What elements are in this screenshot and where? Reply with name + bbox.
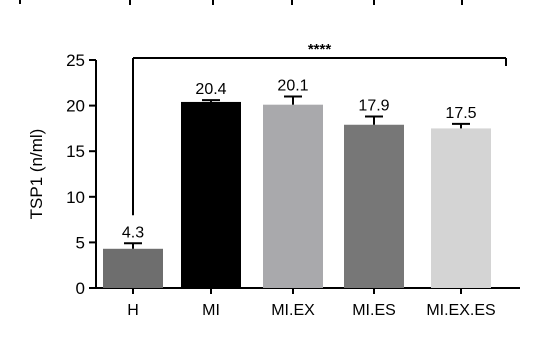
bar-h <box>103 248 163 288</box>
y-tick-label: 0 <box>76 279 85 298</box>
x-tick-label: MI <box>202 302 220 319</box>
significance-bracket: **** <box>132 41 507 216</box>
data-label: 20.1 <box>277 77 308 94</box>
y-tick-label: 5 <box>76 233 85 252</box>
y-tick-label: 20 <box>66 97 85 116</box>
y-tick-label: 15 <box>66 142 85 161</box>
x-tick-label: MI.EX <box>271 302 315 319</box>
bar-mi <box>181 101 241 289</box>
y-axis-title: TSP1 (n/ml) <box>27 129 46 220</box>
labels-group: 4.3 H 20.4 MI 20.1 MI.EX 17.9 MI.ES 17.5 MI.EX.ES <box>122 77 496 319</box>
data-label: 17.9 <box>358 98 389 115</box>
bar-mi-es <box>344 124 404 288</box>
significance-label: **** <box>308 41 332 58</box>
top-cropped-ticks <box>19 0 463 5</box>
x-tick-label: MI.EX.ES <box>426 302 495 319</box>
data-label: 17.5 <box>445 105 476 122</box>
bar-mi-ex-es <box>431 128 491 288</box>
y-tick-label: 10 <box>66 188 85 207</box>
data-label: 20.4 <box>195 81 226 98</box>
y-tick-label: 25 <box>66 51 85 70</box>
data-label: 4.3 <box>122 224 144 241</box>
bar-mi-ex <box>263 104 323 288</box>
axes: 0 5 10 15 20 25 TSP1 (n/ml) <box>27 51 520 298</box>
x-tick-label: H <box>127 302 139 319</box>
x-tick-label: MI.ES <box>352 302 396 319</box>
bars-group <box>103 95 491 289</box>
